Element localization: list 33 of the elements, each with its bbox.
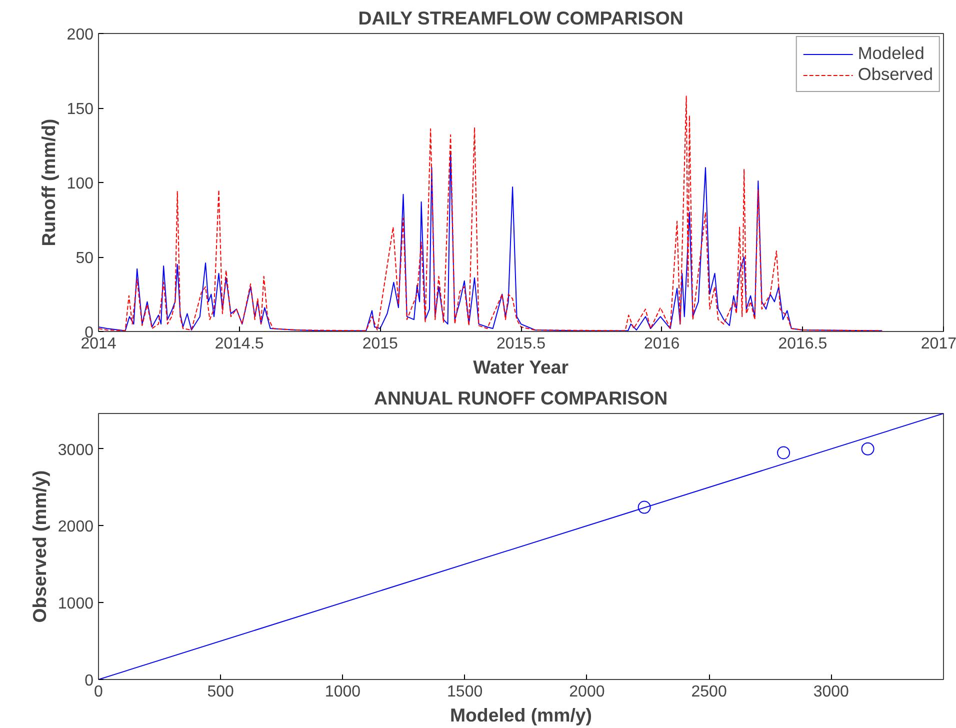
x-axis-title: Water Year [473,356,569,378]
y-tick-label: 100 [66,176,94,192]
point [777,446,790,460]
chart-title: DAILY STREAMFLOW COMPARISON [358,8,684,28]
x-tick-label: 2014.5 [214,336,264,352]
x-tick-label: 2015 [362,336,398,352]
x-axis-title: Modeled (mm/y) [450,704,592,726]
line-series [98,152,883,332]
x-tick-label: 1500 [447,684,483,700]
chart-title: ANNUAL RUNOFF COMPARISON [374,388,668,408]
x-tick-label: 2016 [644,336,680,352]
point [638,500,651,514]
y-tick-label: 3000 [58,442,94,459]
x-tick-label: 3000 [813,684,850,700]
y-axis-title: Runoff (mm/d) [38,118,59,246]
y-tick-label: 150 [66,101,94,118]
x-tick-label: 2000 [569,684,605,700]
x-tick-label: 2017 [920,336,956,352]
x-tick-label: 2015.5 [496,336,546,352]
legend-label: Modeled [858,43,924,64]
x-tick-label: 1000 [324,684,361,700]
x-tick-label: 2016.5 [778,336,828,352]
legend-label: Observed [858,64,933,85]
y-axis-title: Observed (mm/y) [28,470,50,623]
y-tick-label: 0 [84,672,94,690]
line-series [98,96,883,332]
x-tick-label: 2500 [691,684,727,700]
y-tick-label: 2000 [58,518,94,536]
y-tick-label: 1000 [58,596,94,613]
y-tick-label: 50 [76,250,94,267]
x-tick-label: 500 [207,684,234,700]
point [861,442,874,456]
y-tick-label: 200 [66,26,94,44]
